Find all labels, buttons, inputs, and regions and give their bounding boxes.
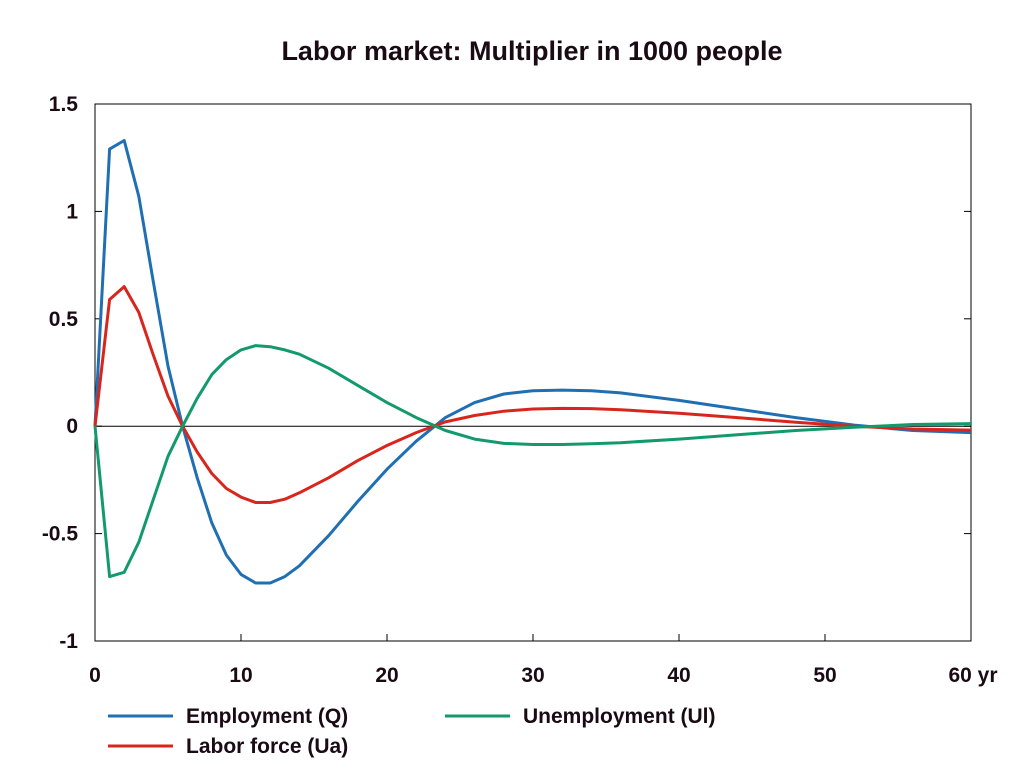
x-tick-label: 0 <box>89 664 101 687</box>
series-line-2 <box>93 344 972 579</box>
x-tick-label: 60 yr <box>948 664 997 687</box>
plot-frame <box>94 103 972 642</box>
legend-label: Labor force (Ua) <box>186 735 348 758</box>
y-tick-label: 1.5 <box>49 93 79 116</box>
legend-label: Unemployment (Ul) <box>523 705 716 728</box>
x-tick-label: 20 <box>375 664 398 687</box>
y-tick-label: 1 <box>66 200 78 223</box>
chart-title: Labor market: Multiplier in 1000 people <box>281 36 782 66</box>
x-axis: 0 10 20 30 40 50 60 yr <box>89 634 998 687</box>
series-layer <box>93 139 972 585</box>
series-line-1 <box>93 285 972 504</box>
legend: Employment (Q) Labor force (Ua) Unemployme… <box>108 705 716 758</box>
series-line-0 <box>93 139 972 585</box>
legend-label: Employment (Q) <box>186 705 348 728</box>
y-tick-label: 0 <box>66 415 78 438</box>
x-tick-label: 50 <box>813 664 836 687</box>
x-tick-label: 30 <box>521 664 544 687</box>
x-tick-label: 10 <box>229 664 252 687</box>
y-tick-label: -1 <box>59 630 78 653</box>
y-tick-label: 0.5 <box>49 308 79 331</box>
y-tick-label: -0.5 <box>42 523 79 546</box>
y-axis: 1.5 1 0.5 0 -0.5 -1 <box>42 93 971 653</box>
x-tick-label: 40 <box>667 664 690 687</box>
